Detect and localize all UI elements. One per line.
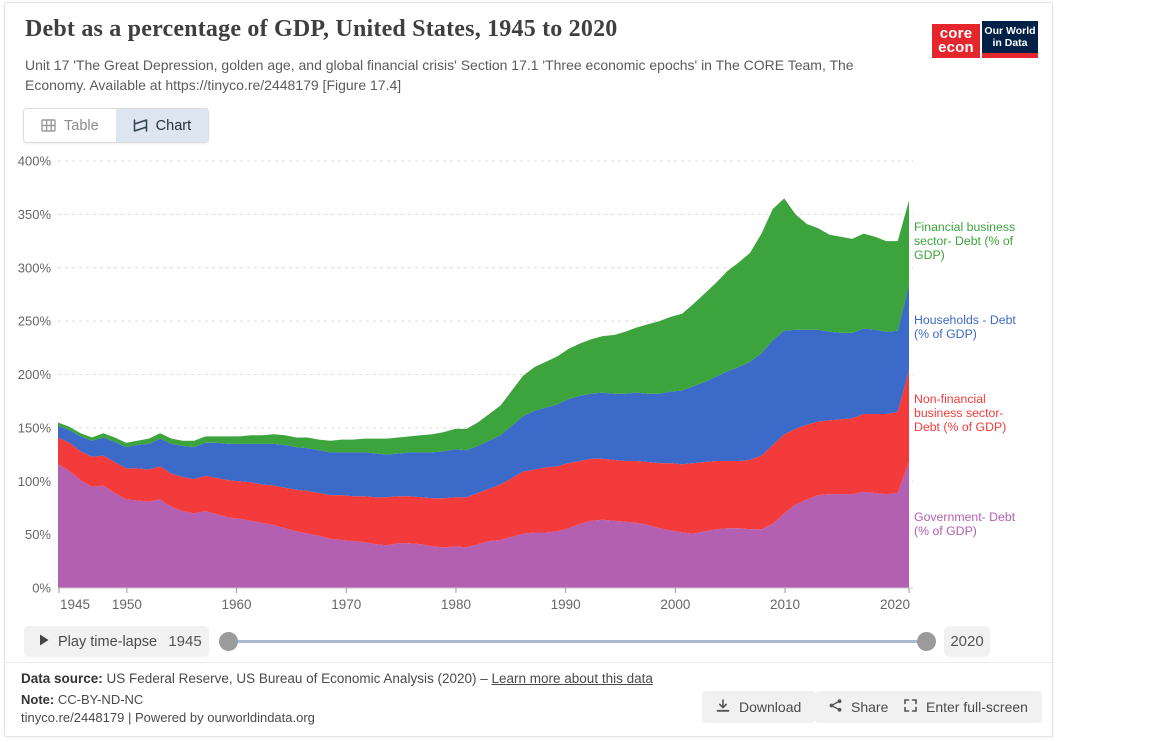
play-icon	[39, 634, 49, 650]
table-icon	[41, 119, 56, 132]
x-axis-tick-label: 1945	[60, 597, 90, 612]
fullscreen-label: Enter full-screen	[926, 699, 1028, 715]
logo-group: core econ Our World in Data	[932, 21, 1038, 58]
share-button[interactable]: Share	[815, 691, 903, 723]
note-text: CC-BY-ND-NC	[57, 692, 144, 707]
timeline-start-handle[interactable]	[219, 632, 238, 651]
timeline-slider[interactable]	[228, 640, 926, 643]
share-label: Share	[851, 699, 889, 715]
learn-more-link[interactable]: Learn more about this data	[491, 671, 653, 686]
note-line: Note: CC-BY-ND-NC	[21, 692, 143, 707]
owid-logo-line1: Our World	[984, 24, 1036, 37]
fullscreen-button[interactable]: Enter full-screen	[890, 691, 1042, 723]
data-source-label: Data source:	[21, 671, 103, 686]
legend-financial-business-sector[interactable]: Financial business sector- Debt (% of GD…	[914, 220, 1016, 262]
view-tabs: Table Chart	[23, 108, 210, 143]
tab-table[interactable]: Table	[24, 109, 116, 142]
core-econ-logo-line1: core	[939, 25, 973, 43]
x-axis-tick-label: 1950	[112, 597, 142, 612]
core-econ-logo[interactable]: core econ	[932, 24, 980, 58]
download-label: Download	[739, 699, 802, 715]
page-title: Debt as a percentage of GDP, United Stat…	[25, 16, 618, 42]
timeline-end-year[interactable]: 2020	[944, 626, 990, 657]
owid-logo[interactable]: Our World in Data	[982, 21, 1038, 58]
timeline-end-handle[interactable]	[917, 632, 936, 651]
x-axis-tick-label: 1990	[551, 597, 581, 612]
owid-logo-underline	[982, 53, 1038, 58]
x-axis-tick-label: 2000	[660, 597, 690, 612]
legend-nonfinancial-business-sector[interactable]: Non-financial business sector- Debt (% o…	[914, 392, 1007, 434]
tab-table-label: Table	[64, 117, 99, 134]
download-button[interactable]: Download	[702, 691, 816, 723]
x-axis-tick-label: 2020	[880, 597, 910, 612]
tab-chart[interactable]: Chart	[115, 109, 209, 142]
download-icon	[716, 698, 730, 716]
y-axis-tick-label: 350%	[18, 207, 52, 222]
y-axis-tick-label: 100%	[18, 474, 52, 489]
y-axis-tick-label: 150%	[18, 420, 52, 435]
x-axis-tick-label: 2010	[770, 597, 800, 612]
area-financial[interactable]	[58, 198, 909, 455]
x-axis-tick-label: 1970	[331, 597, 361, 612]
legend-households[interactable]: Households - Debt (% of GDP)	[914, 313, 1016, 341]
y-axis-tick-label: 50%	[25, 527, 51, 542]
stacked-area-chart[interactable]: 0% 50% 100% 150% 200% 250% 300% 350% 400% 1945 195…	[5, 151, 1055, 631]
footer-divider	[5, 662, 1052, 663]
legend-government[interactable]: Government- Debt (% of GDP)	[914, 510, 1016, 538]
note-label: Note:	[21, 692, 55, 707]
data-source-text: US Federal Reserve, US Bureau of Economi…	[106, 671, 488, 686]
core-econ-logo-line2: econ	[938, 39, 974, 56]
play-timelapse-button[interactable]: Play time-lapse	[24, 626, 173, 657]
chart-icon	[133, 119, 148, 132]
tab-chart-label: Chart	[155, 117, 192, 134]
owid-logo-line2: in Data	[992, 37, 1028, 49]
y-axis-tick-label: 300%	[18, 260, 52, 275]
area-households[interactable]	[58, 284, 909, 499]
x-axis-tick-label: 1980	[441, 597, 471, 612]
y-axis-tick-label: 200%	[18, 367, 52, 382]
y-axis-tick-label: 0%	[32, 581, 51, 596]
y-axis-tick-label: 400%	[18, 154, 52, 169]
chart-subtitle: Unit 17 'The Great Depression, golden ag…	[25, 57, 854, 94]
timeline-start-year[interactable]: 1945	[161, 626, 209, 657]
data-source-line: Data source: US Federal Reserve, US Bure…	[21, 671, 653, 686]
area-government[interactable]	[58, 462, 909, 588]
chart-card: Debt as a percentage of GDP, United Stat…	[4, 2, 1053, 737]
fullscreen-icon	[904, 699, 917, 715]
share-icon	[829, 699, 842, 715]
x-axis-tick-label: 1960	[222, 597, 252, 612]
attribution-line: tinyco.re/2448179 | Powered by ourworldi…	[21, 710, 315, 725]
y-axis-tick-label: 250%	[18, 314, 52, 329]
play-timelapse-label: Play time-lapse	[58, 633, 158, 650]
area-nonfinancial[interactable]	[58, 370, 909, 548]
